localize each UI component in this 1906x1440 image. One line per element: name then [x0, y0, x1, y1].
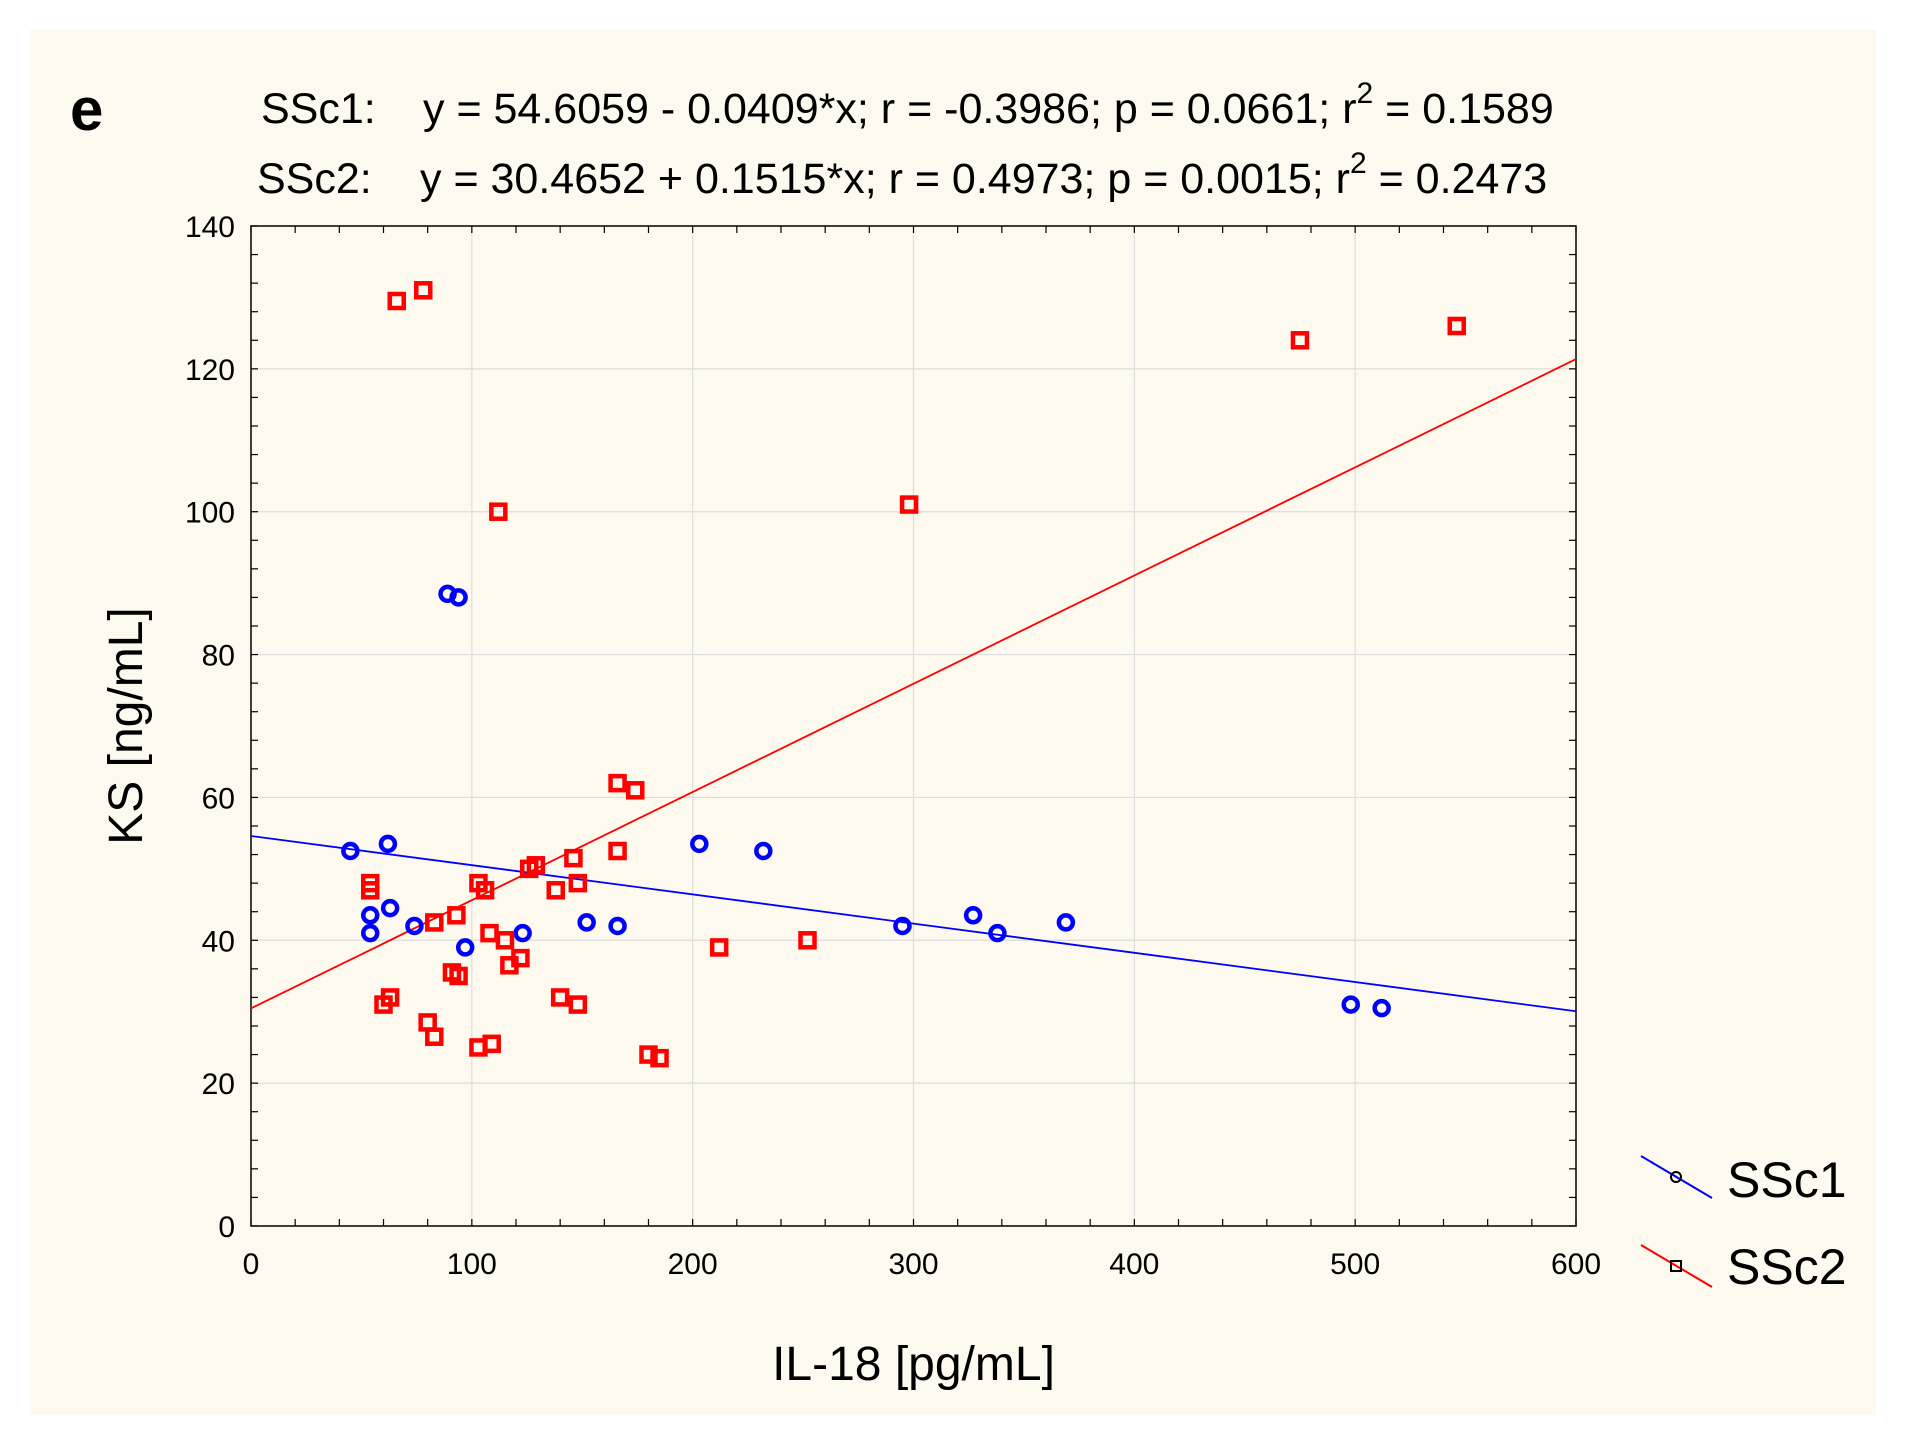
y-tick-label: 20 — [202, 1068, 235, 1101]
equation-ssc2-tail: = 0.2473 — [1367, 155, 1548, 203]
fit-line-ssc2 — [250, 358, 1577, 1010]
data-point-ssc2 — [387, 291, 406, 311]
grid — [251, 226, 1576, 1226]
y-tick-label: 80 — [202, 640, 235, 673]
data-point-ssc1 — [754, 841, 773, 861]
data-point-ssc2 — [482, 1034, 501, 1054]
data-point-ssc2 — [650, 1048, 669, 1068]
data-point-ssc2 — [798, 931, 817, 950]
data-point-ssc2 — [564, 848, 583, 868]
axis-ticks — [250, 225, 1577, 1227]
x-tick-label: 100 — [447, 1248, 497, 1281]
legend-ssc1-label: SSc1 — [1727, 1152, 1847, 1208]
legend-item-ssc1: SSc1 — [1640, 1152, 1847, 1208]
data-point-ssc2 — [639, 1045, 658, 1064]
data-point-ssc2 — [709, 938, 729, 957]
data-point-ssc1 — [988, 923, 1007, 943]
data-point-ssc2 — [480, 923, 499, 943]
data-point-ssc2 — [568, 873, 588, 893]
data-point-ssc1 — [341, 841, 360, 861]
data-point-ssc1 — [893, 916, 912, 936]
data-point-ssc2 — [550, 988, 570, 1007]
data-point-ssc1 — [449, 588, 468, 607]
data-point-ssc1 — [1372, 998, 1391, 1018]
data-point-ssc2 — [447, 906, 466, 925]
y-tick-label: 60 — [202, 782, 235, 815]
y-tick-label: 140 — [185, 211, 235, 244]
data-point-ssc2 — [568, 995, 588, 1014]
data-point-ssc2 — [425, 913, 444, 932]
y-axis-label: KS [ng/mL] — [100, 607, 153, 844]
equation-ssc2-exponent: 2 — [1350, 147, 1367, 180]
equation-ssc2-text: y = 30.4652 + 0.1515*x; r = 0.4973; p = … — [420, 147, 1547, 203]
data-point-ssc2 — [526, 856, 546, 875]
data-point-ssc2 — [608, 841, 627, 861]
equation-ssc1-body: y = 54.6059 - 0.0409*x; r = -0.3986; p =… — [423, 85, 1357, 133]
tick-labels: 0 100 200 300 400 500 600 0 20 40 60 80 100 120 140 — [185, 211, 1601, 1281]
legend-item-ssc2: SSc2 — [1640, 1239, 1847, 1295]
equation-ssc2-label: SSc2: — [257, 155, 372, 203]
y-tick-label: 100 — [185, 497, 235, 530]
equation-ssc2: SSc2: y = 30.4652 + 0.1515*x; r = 0.4973… — [257, 147, 1547, 203]
fit-line-ssc1 — [250, 835, 1577, 1013]
data-point-ssc1 — [361, 906, 380, 925]
data-point-ssc1 — [577, 913, 596, 932]
data-markers — [341, 281, 1466, 1068]
x-tick-label: 500 — [1330, 1248, 1380, 1281]
data-point-ssc1 — [513, 923, 532, 943]
data-point-ssc1 — [361, 923, 380, 943]
data-point-ssc1 — [378, 834, 398, 854]
equation-ssc1-tail: = 0.1589 — [1373, 85, 1554, 133]
data-point-ssc2 — [511, 948, 530, 968]
data-point-ssc1 — [690, 834, 709, 854]
legend: SSc1 SSc2 — [1640, 1152, 1847, 1295]
x-tick-label: 200 — [668, 1248, 718, 1281]
y-tick-label: 40 — [202, 925, 235, 958]
y-tick-label: 120 — [185, 354, 235, 387]
data-point-ssc2 — [899, 495, 919, 514]
data-point-ssc1 — [608, 916, 627, 936]
equation-ssc1-text: y = 54.6059 - 0.0409*x; r = -0.3986; p =… — [423, 77, 1554, 133]
legend-ssc2-label: SSc2 — [1727, 1239, 1847, 1295]
data-point-ssc1 — [1056, 913, 1076, 932]
data-point-ssc2 — [546, 881, 565, 900]
data-point-ssc2 — [626, 781, 645, 800]
legend-ssc1-marker — [1670, 1171, 1682, 1183]
data-point-ssc2 — [608, 773, 627, 793]
figure-panel: 0 100 200 300 400 500 600 0 20 40 60 80 100 120 140 e … — [30, 30, 1876, 1415]
equation-ssc1-exponent: 2 — [1357, 77, 1374, 110]
data-point-ssc2 — [475, 881, 495, 900]
x-tick-label: 400 — [1109, 1248, 1159, 1281]
legend-ssc2-marker — [1670, 1260, 1682, 1272]
data-point-ssc1 — [405, 916, 424, 936]
panel-letter: e — [70, 76, 103, 143]
data-point-ssc2 — [489, 502, 508, 521]
data-point-ssc2 — [361, 881, 380, 900]
equation-ssc2-body: y = 30.4652 + 0.1515*x; r = 0.4973; p = … — [420, 155, 1350, 203]
x-axis-label: IL-18 [pg/mL] — [772, 1338, 1055, 1391]
data-point-ssc2 — [1447, 316, 1466, 336]
data-point-ssc1 — [380, 898, 400, 918]
fit-lines — [250, 358, 1577, 1013]
x-tick-label: 600 — [1551, 1248, 1601, 1281]
data-point-ssc2 — [495, 931, 515, 950]
data-point-ssc1 — [1341, 995, 1360, 1014]
data-point-ssc2 — [1290, 331, 1310, 350]
data-point-ssc1 — [455, 938, 475, 957]
data-point-ssc2 — [449, 966, 468, 986]
equation-ssc1-label: SSc1: — [261, 85, 376, 133]
data-point-ssc2 — [418, 1013, 437, 1032]
equation-ssc1: SSc1: y = 54.6059 - 0.0409*x; r = -0.398… — [261, 77, 1554, 133]
data-point-ssc2 — [380, 988, 400, 1007]
legend-ssc1-line — [1640, 1155, 1713, 1199]
x-tick-label: 300 — [888, 1248, 938, 1281]
legend-ssc2-line — [1640, 1244, 1713, 1288]
data-point-ssc2 — [414, 281, 433, 300]
data-point-ssc2 — [425, 1027, 444, 1046]
y-tick-label: 0 — [218, 1211, 235, 1244]
data-point-ssc1 — [963, 906, 983, 925]
x-tick-label: 0 — [243, 1248, 260, 1281]
